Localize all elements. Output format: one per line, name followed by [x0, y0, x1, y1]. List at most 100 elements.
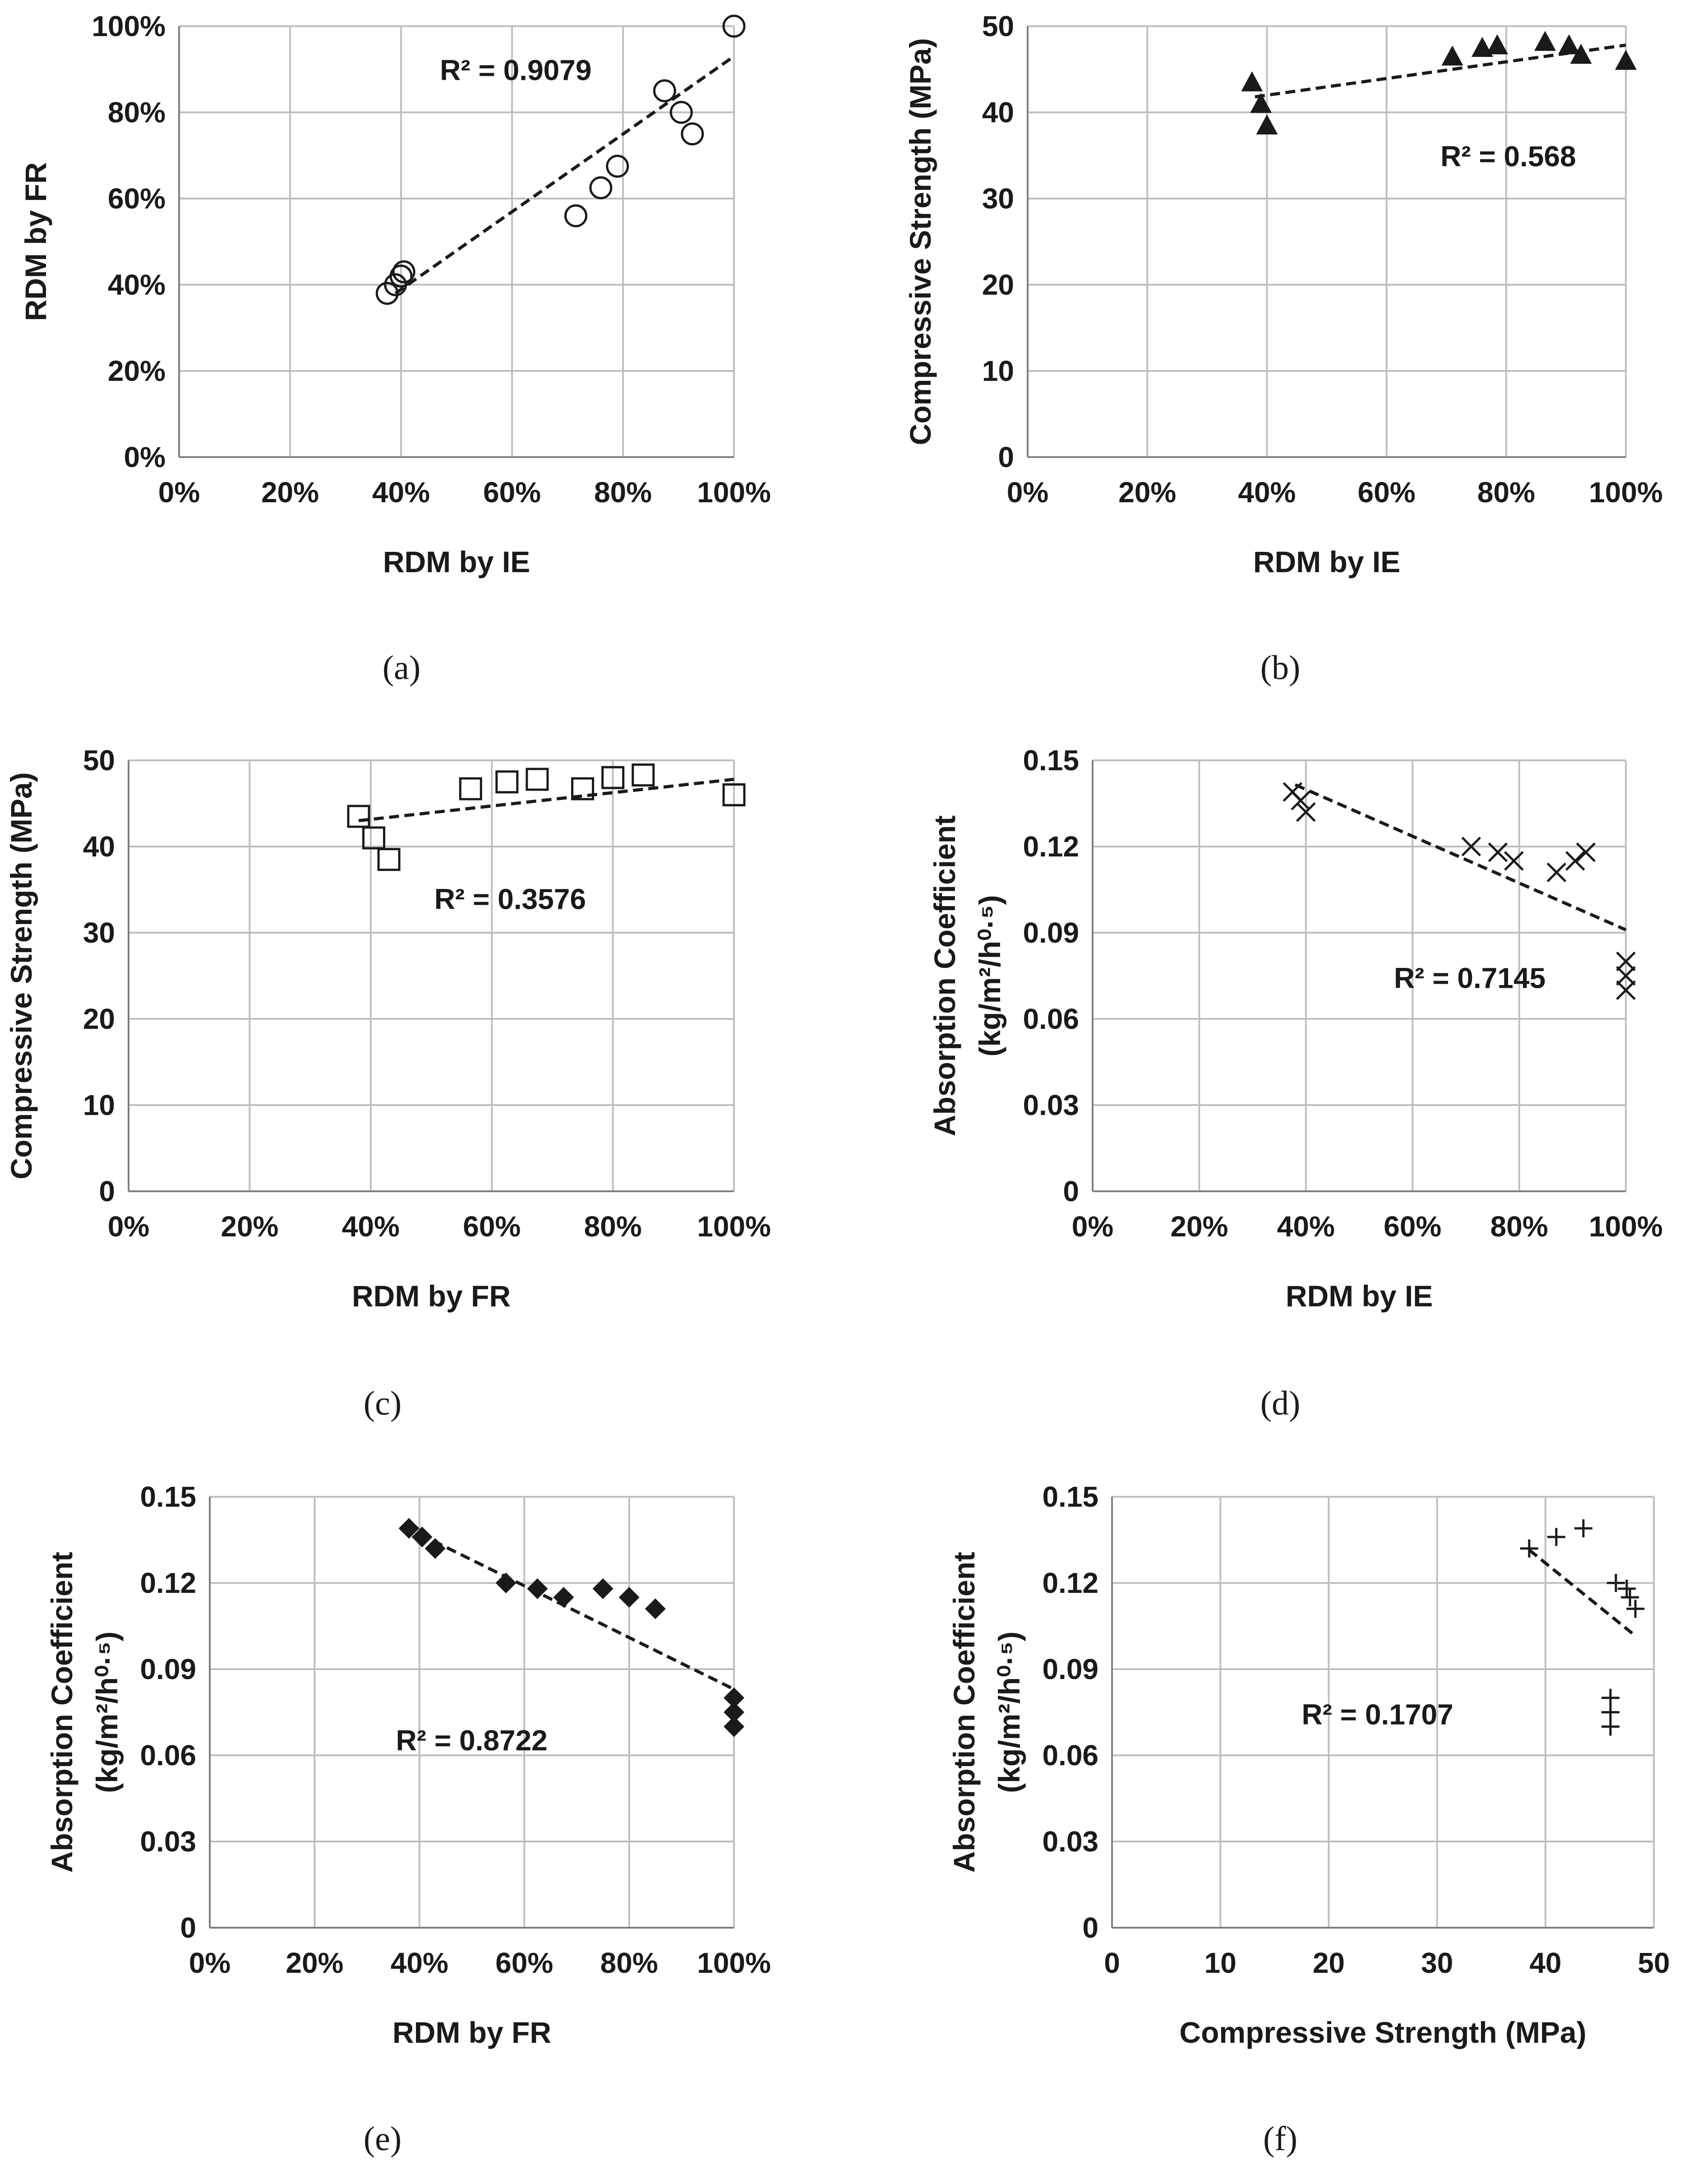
data-point-1 [362, 826, 386, 850]
y-axis-label: Absorption Coefficient [947, 1552, 981, 1873]
y-tick-label: 20 [83, 1003, 115, 1035]
y-tick-label: 0.12 [1023, 830, 1079, 863]
x-tick-label: 60% [463, 1210, 521, 1243]
data-point-7 [601, 766, 625, 789]
x-tick-label: 60% [1358, 476, 1416, 509]
x-tick-label: 20 [1313, 1947, 1345, 1979]
y-tick-label: 60% [108, 182, 166, 215]
data-point-6 [571, 777, 594, 800]
data-point-5 [1486, 34, 1508, 55]
y-tick-label: 0.06 [1042, 1739, 1098, 1772]
data-point-8 [1570, 44, 1592, 64]
data-point-2 [425, 1538, 446, 1559]
x-tick-label: 50 [1638, 1947, 1670, 1979]
data-point-2 [1574, 1519, 1592, 1538]
y-tick-label: 80% [108, 96, 166, 129]
data-point-5 [526, 768, 549, 791]
y-tick-label: 0.03 [1023, 1089, 1079, 1121]
y-tick-label: 0 [1063, 1175, 1079, 1208]
y-tick-label: 100% [92, 10, 166, 42]
panel-caption: (b) [1260, 649, 1301, 687]
y-tick-label: 0.15 [1023, 744, 1079, 777]
x-axis-label: RDM by FR [392, 2016, 551, 2049]
panel-caption: (e) [364, 2120, 401, 2158]
y-axis-units-label: (kg/m²/h⁰·⁵) [90, 1631, 124, 1793]
y-axis-label: Compressive Strength (MPa) [5, 772, 38, 1179]
data-point-4 [1488, 842, 1508, 862]
data-point-4 [564, 204, 587, 227]
r-squared-label: R² = 0.568 [1440, 140, 1576, 173]
x-tick-label: 10 [1204, 1947, 1237, 1979]
x-tick-label: 100% [1589, 476, 1663, 509]
y-axis-units-label: (kg/m²/h⁰·⁵) [992, 1631, 1026, 1793]
y-tick-label: 20% [108, 355, 166, 387]
data-point-2 [377, 848, 401, 871]
x-tick-label: 100% [697, 1210, 771, 1243]
x-tick-label: 40% [342, 1210, 400, 1243]
y-tick-label: 10 [83, 1089, 115, 1121]
y-tick-label: 0.09 [1023, 916, 1079, 949]
data-point-6 [1626, 1600, 1645, 1618]
r-squared-label: R² = 0.7145 [1394, 962, 1546, 995]
y-tick-label: 0 [180, 1911, 196, 1944]
x-tick-label: 0% [1007, 476, 1049, 509]
y-tick-label: 30 [982, 182, 1014, 215]
data-point-6 [606, 154, 629, 178]
y-tick-label: 0.12 [1042, 1567, 1098, 1599]
y-tick-label: 0.03 [140, 1825, 196, 1858]
panel-caption: (f) [1263, 2120, 1297, 2158]
data-point-7 [653, 79, 676, 102]
x-tick-label: 40% [1277, 1210, 1335, 1243]
data-point-3 [1606, 1574, 1625, 1592]
data-point-2 [1256, 114, 1278, 135]
chart-a: 0% 20% 40% 60% 80% 100% 0% 20% 40% 60% 80% 100% RDM … [19, 10, 771, 687]
x-axis-label: Compressive Strength (MPa) [1179, 2016, 1586, 2049]
r-squared-label: R² = 0.3576 [434, 883, 586, 916]
x-tick-label: 0% [189, 1947, 231, 1979]
data-point-9 [1615, 50, 1637, 70]
data-point-6 [1534, 31, 1556, 51]
x-tick-label: 40% [372, 476, 430, 509]
data-point-10 [724, 1702, 744, 1723]
y-axis-label: Absorption Coefficient [45, 1552, 78, 1873]
data-point-7 [618, 1587, 640, 1608]
data-point-5 [1504, 851, 1524, 871]
trendline [1294, 783, 1627, 931]
x-tick-label: 0% [1072, 1210, 1114, 1243]
data-point-3 [392, 260, 415, 283]
trendline [394, 55, 735, 295]
y-tick-label: 0% [124, 441, 166, 473]
x-tick-label: 100% [697, 1947, 771, 1979]
y-tick-label: 40 [83, 830, 115, 863]
chart-d: 0% 20% 40% 60% 80% 100% 0 0.03 0.06 0.09 0.12 0.15 R… [928, 744, 1663, 1422]
y-tick-label: 50 [982, 10, 1014, 42]
data-point-10 [722, 783, 746, 806]
data-point-7 [1565, 851, 1585, 871]
x-tick-label: 80% [1477, 476, 1535, 509]
chart-c: 0% 20% 40% 60% 80% 100% 0 10 20 30 40 50 RDM by FR Co… [5, 744, 771, 1422]
y-tick-label: 0.15 [1042, 1481, 1098, 1513]
r-squared-label: R² = 0.9079 [440, 54, 591, 87]
x-tick-label: 0 [1104, 1947, 1120, 1979]
data-point-5 [1621, 1588, 1639, 1606]
y-tick-label: 0.12 [140, 1567, 196, 1599]
data-point-8 [632, 763, 655, 787]
data-point-4 [1617, 1579, 1636, 1598]
data-point-8 [645, 1598, 666, 1619]
data-point-1 [1547, 1528, 1565, 1546]
trendline [1528, 1549, 1634, 1635]
x-tick-label: 40% [1238, 476, 1296, 509]
data-point-1 [1250, 93, 1272, 113]
data-point-0 [398, 1518, 420, 1539]
y-tick-label: 0 [99, 1175, 115, 1208]
x-tick-label: 0% [158, 476, 200, 509]
data-point-0 [1520, 1539, 1538, 1558]
y-tick-label: 0.06 [1023, 1003, 1079, 1035]
panel-caption: (a) [383, 649, 420, 687]
x-tick-label: 80% [584, 1210, 642, 1243]
y-axis-label: Compressive Strength (MPa) [904, 38, 937, 445]
data-point-6 [1546, 862, 1567, 883]
y-tick-label: 40 [982, 96, 1014, 129]
trendline [358, 777, 734, 823]
